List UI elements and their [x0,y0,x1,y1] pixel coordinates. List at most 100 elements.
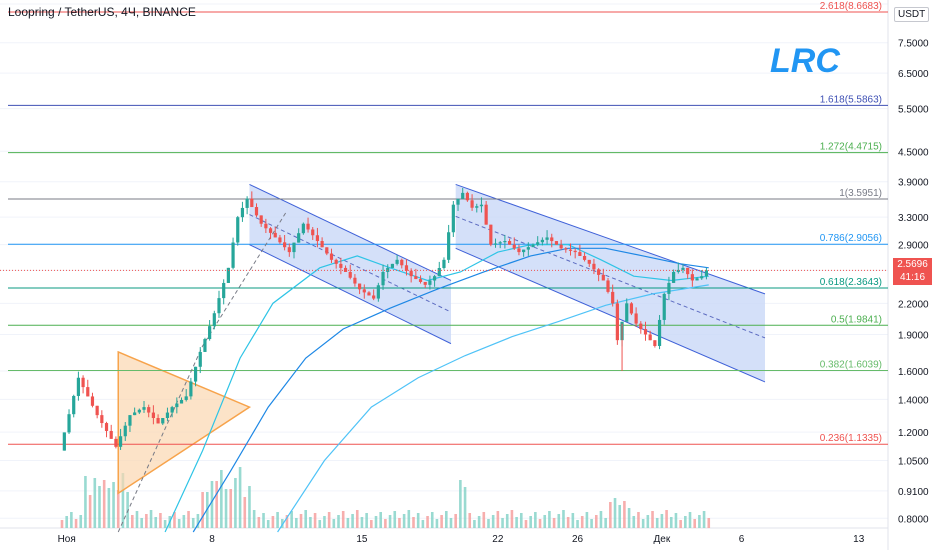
candle-body [381,271,385,286]
candle-body [592,263,596,270]
volume-bar [187,511,190,528]
volume-bar [435,519,439,528]
candle-body [648,334,652,341]
candle-body [118,436,123,447]
candle-body [226,267,230,283]
candle-body [414,276,418,280]
candle-body [254,207,259,216]
volume-bar [496,511,500,528]
price-axis-label: 0.8000 [898,514,929,525]
volume-bar [285,515,289,528]
candle-body [240,207,245,218]
fib-level-label: 1.618(5.5863) [820,94,882,105]
candle-body [447,232,451,260]
volume-bar [632,516,636,528]
price-axis-label: 2.2000 [898,299,929,310]
volume-bar [309,517,312,528]
candle-body [292,242,296,253]
time-axis-label: 8 [209,534,215,545]
candle-body [437,268,441,277]
currency-badge[interactable]: USDT [894,7,930,22]
candle-body [578,252,582,256]
volume-bar [365,513,368,528]
volume-bar [360,517,364,528]
candle-body [301,223,305,234]
volume-bar [60,520,64,528]
price-axis-label: 4.5000 [898,147,929,158]
candle-body [104,423,109,431]
countdown-timer: 41:16 [899,272,926,283]
candle-body [428,280,432,285]
volume-bar [313,513,317,528]
volume-bar [252,510,256,528]
candle-body [657,319,662,346]
volume-bar [473,520,476,528]
candle-body [114,438,118,447]
candle-body [479,204,484,207]
volume-bar [585,512,589,528]
candle-body [475,206,479,208]
candle-body [334,259,338,264]
fib-level-label: 0.786(2.9056) [820,233,882,244]
candle-body [208,326,212,340]
volume-bar [501,518,504,528]
volume-bar [491,515,495,528]
candle-body [189,381,193,397]
candle-body [423,281,427,285]
volume-bar [459,480,462,528]
volume-bar [370,520,373,528]
candle-body [390,263,395,268]
candle-body [268,228,273,233]
candle-body [250,198,254,208]
volume-bar [93,478,97,528]
candle-body [297,233,301,243]
candle-body [573,250,577,253]
volume-bar [318,520,322,528]
candle-body [86,387,90,397]
price-axis-label: 3.9000 [898,178,929,189]
time-axis-label: 6 [739,534,745,545]
candle-body [531,244,535,248]
volume-bar [688,512,692,528]
channel-upper-line [455,183,766,295]
volume-bar [655,518,659,528]
candle-body [526,247,530,250]
candle-body [217,298,221,314]
volume-bar [637,512,640,528]
volume-bar [627,508,631,528]
candle-body [133,412,137,416]
volume-bar [426,516,429,528]
volume-bar [159,513,162,528]
candle-body [353,277,357,284]
candle-body [597,269,601,275]
volume-bar [571,513,575,528]
volume-bar [487,519,490,528]
volume-bar [477,516,481,528]
candle-body [400,259,404,266]
candle-body [704,270,709,277]
price-axis-label: 6.5000 [898,69,929,80]
volume-bar [665,510,668,528]
candle-body [278,237,282,243]
volume-bar [698,515,701,528]
candle-body [259,215,263,224]
candle-body [653,340,657,346]
volume-bar [70,512,73,528]
candle-body [690,274,694,281]
volume-bar [257,517,261,528]
last-price-tag: 2.5696 41:16 [893,258,932,285]
volume-bar [449,518,453,528]
candle-body [587,259,591,264]
volume-bar [384,519,387,528]
volume-bar [210,481,214,528]
volume-bar [234,478,237,528]
price-axis-label: 1.9000 [898,330,929,341]
last-price-value: 2.5696 [897,259,928,270]
candle-body [170,407,174,413]
candle-body [142,407,146,410]
volume-bar [454,514,457,528]
volume-bar [599,511,603,528]
volume-bar [379,512,382,528]
volume-bar [154,517,158,528]
